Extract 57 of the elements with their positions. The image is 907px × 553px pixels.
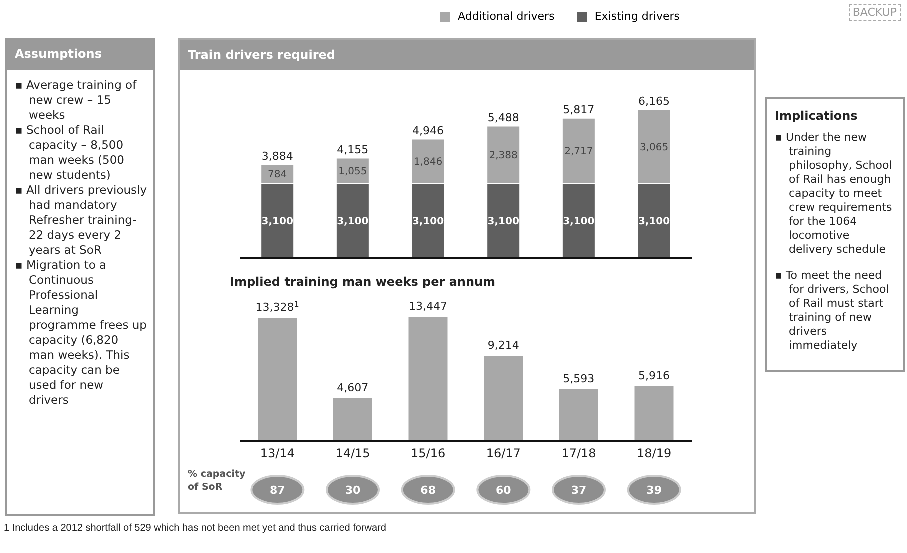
x-tick-label: 17/18 (562, 446, 596, 461)
data-label: 3,100 (412, 216, 444, 228)
data-label: 3,100 (262, 216, 294, 228)
text: ▪ All drivers previously had mandatory Refresher training- 22 days every 2 years at SoR (15, 183, 148, 257)
data-label: 4,607 (337, 382, 369, 395)
data-label: 2,717 (564, 146, 594, 158)
text: % capacity of SoR (188, 469, 246, 493)
x-tick-label: 14/15 (336, 446, 370, 461)
data-label: 5,916 (638, 369, 670, 382)
chart-title: Train drivers required (188, 48, 336, 62)
data-label: 68 (420, 484, 436, 497)
data-label: 1,055 (338, 166, 368, 178)
data-label: 9,214 (488, 339, 520, 352)
data-label: 3,100 (563, 216, 595, 228)
data-label: 3,065 (640, 142, 669, 154)
bar (634, 386, 674, 441)
text: BACKUP (852, 6, 897, 19)
total-label: 4,155 (337, 143, 369, 156)
data-label: 39 (646, 484, 662, 497)
text: ▪ School of Rail capacity – 8,500 man weeks (500 new students) (15, 123, 124, 182)
data-label: 37 (571, 484, 587, 497)
text: Assumptions (15, 47, 102, 61)
text: ▪ Average training of new crew – 15 weeks (15, 78, 137, 122)
text: ▪ Migration to a Continuous Professional Learning programme frees up capacity (6,820 man weeks). This capacity can be used for new drivers (15, 258, 147, 407)
x-tick-label: 13/14 (260, 446, 295, 461)
legend-label: Existing drivers (594, 10, 680, 23)
data-label: 30 (345, 484, 361, 497)
data-label: 3,100 (638, 216, 670, 228)
total-label: 5,488 (488, 111, 520, 124)
data-label: 13,328$^{1}$ (256, 300, 300, 314)
bar (408, 317, 448, 441)
data-label: 3,100 (337, 216, 369, 228)
bar (484, 356, 524, 441)
bar (333, 398, 372, 441)
data-label: 2,388 (489, 150, 518, 162)
data-label: 13,447 (408, 300, 448, 313)
text: Implications (775, 109, 858, 123)
data-label: 784 (268, 170, 288, 181)
x-tick-label: 15/16 (411, 446, 446, 461)
text: ▪ Under the new training philosophy, School of Rail has enough capacity to meet crew requirements for the 1064 locomotive delivery schedule (775, 131, 892, 256)
data-label: 3,100 (488, 216, 520, 228)
data-label: 5,593 (563, 372, 595, 386)
total-label: 6,165 (638, 95, 670, 108)
data-label: 87 (270, 484, 286, 497)
bar (559, 389, 598, 441)
chart-title: Implied training man weeks per annum (230, 275, 496, 289)
text: ▪ To meet the need for drivers, School of Rail must start training of new drivers immediately (775, 269, 890, 352)
legend-label: Additional drivers (458, 10, 555, 23)
total-label: 5,817 (563, 103, 595, 116)
data-label: 1,846 (414, 156, 443, 168)
x-tick-label: 18/19 (637, 446, 672, 461)
total-label: 3,884 (262, 150, 294, 163)
text: 1 Includes a 2012 shortfall of 529 which has not been met yet and thus carried forward (4, 523, 386, 534)
bar (258, 318, 298, 441)
x-tick-label: 16/17 (486, 446, 521, 461)
total-label: 4,946 (412, 124, 444, 138)
data-label: 60 (496, 484, 512, 497)
